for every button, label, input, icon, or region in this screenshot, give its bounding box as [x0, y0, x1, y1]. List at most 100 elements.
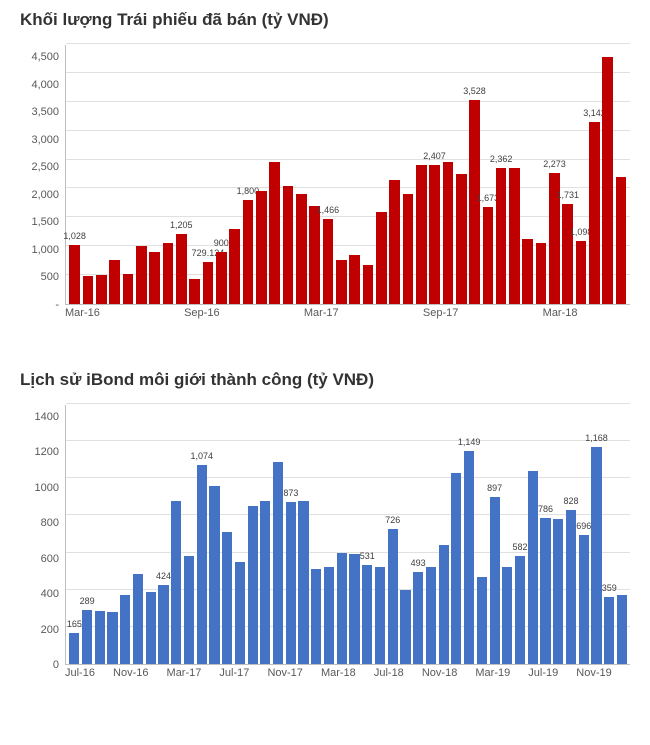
bar — [540, 518, 550, 664]
bar-slot — [374, 405, 387, 664]
y-tick-label: 400 — [20, 588, 59, 600]
x-tick-label — [201, 667, 207, 679]
bar — [375, 567, 385, 664]
bar — [337, 553, 347, 664]
x-tick-label — [381, 307, 392, 319]
bar-value-label: 897 — [487, 484, 502, 493]
bar — [158, 585, 168, 664]
bar — [283, 186, 294, 304]
bar-slot: 1,168 — [590, 405, 603, 664]
bar-slot: 493 — [412, 405, 425, 664]
bar — [602, 57, 613, 304]
y-tick-label: 4,500 — [20, 51, 59, 63]
y-tick-label: 1,000 — [20, 244, 59, 256]
bar — [536, 243, 547, 304]
y-tick-label: 800 — [20, 517, 59, 529]
bar-slot — [188, 45, 201, 304]
bar — [269, 162, 280, 304]
x-tick-label — [110, 307, 121, 319]
x-tick-label — [230, 307, 241, 319]
bar-slot — [208, 405, 221, 664]
bar — [197, 465, 207, 664]
y-tick-label: 2,500 — [20, 161, 59, 173]
bar — [133, 574, 143, 664]
bar — [528, 471, 538, 664]
x-tick-label — [578, 307, 589, 319]
bar-slot — [170, 405, 183, 664]
bar — [260, 501, 270, 664]
bar-slot: 897 — [488, 405, 501, 664]
bar — [298, 501, 308, 664]
bar — [120, 595, 130, 664]
bar — [96, 275, 107, 304]
chart1-x-axis: Mar-16Sep-16Mar-17Sep-17Mar-18 — [65, 307, 630, 319]
bar — [176, 234, 187, 304]
bar — [222, 532, 232, 664]
bar — [553, 519, 563, 664]
bar-slot — [534, 45, 547, 304]
bar-value-label: 828 — [563, 497, 578, 506]
bar — [69, 633, 79, 664]
bar-slot — [259, 405, 272, 664]
bar-slot: 1,731 — [561, 45, 574, 304]
bar-slot: 696 — [577, 405, 590, 664]
bar-slot: 1,149 — [463, 405, 476, 664]
bar-value-label: 786 — [538, 505, 553, 514]
bar — [349, 255, 360, 304]
bar — [95, 611, 105, 664]
bar — [243, 200, 254, 304]
x-tick-label — [174, 307, 185, 319]
bar-slot — [228, 45, 241, 304]
bar-value-label: 493 — [411, 559, 426, 568]
chart2-bars: 1652894241,0748735317264931,149897582786… — [66, 405, 630, 664]
chart2-plot-area: 1652894241,0748735317264931,149897582786… — [65, 405, 630, 665]
bar — [362, 565, 372, 664]
bar-slot — [455, 45, 468, 304]
bar-slot — [335, 405, 348, 664]
bar — [617, 595, 627, 664]
bar — [216, 252, 227, 304]
x-tick-label: Jul-16 — [65, 667, 95, 679]
x-tick-label — [220, 307, 231, 319]
bar-slot — [135, 45, 148, 304]
bar-slot: 1,205 — [175, 45, 188, 304]
chart1-plot-area: 1,0281,205729.1249001,8001,4662,4073,528… — [65, 45, 630, 305]
bar — [464, 451, 474, 664]
grid-line — [66, 403, 630, 404]
bar — [256, 191, 267, 304]
bar — [439, 545, 449, 664]
bar-value-label: 726 — [385, 516, 400, 525]
bar-slot — [295, 45, 308, 304]
bar-slot: 1,074 — [195, 405, 208, 664]
y-tick-label: 500 — [20, 271, 59, 283]
bar-slot — [161, 45, 174, 304]
x-tick-label — [588, 307, 599, 319]
bar — [389, 180, 400, 304]
bar-slot: 1,673 — [481, 45, 494, 304]
bar-slot: 582 — [514, 405, 527, 664]
bar-slot — [348, 405, 361, 664]
bar-value-label: 165 — [67, 620, 82, 629]
bar — [562, 204, 573, 304]
bar — [490, 497, 500, 664]
bar — [349, 554, 359, 664]
bar — [502, 567, 512, 664]
bar-slot — [501, 405, 514, 664]
bar-slot — [144, 405, 157, 664]
bar — [456, 174, 467, 304]
bar-slot — [401, 45, 414, 304]
chart2-plot: 0200400600800100012001400 1652894241,074… — [20, 405, 630, 705]
bar — [429, 165, 440, 304]
bar — [616, 177, 627, 304]
bar-slot — [425, 405, 438, 664]
x-tick-label — [142, 307, 153, 319]
x-tick-label: Mar-17 — [167, 667, 202, 679]
x-tick-label: Sep-17 — [423, 307, 458, 319]
bar-slot — [281, 45, 294, 304]
bar — [477, 577, 487, 664]
grid-line — [66, 43, 630, 44]
x-tick-label: Nov-19 — [576, 667, 611, 679]
bar — [171, 501, 181, 664]
x-tick-label — [262, 307, 273, 319]
bar-slot — [388, 45, 401, 304]
